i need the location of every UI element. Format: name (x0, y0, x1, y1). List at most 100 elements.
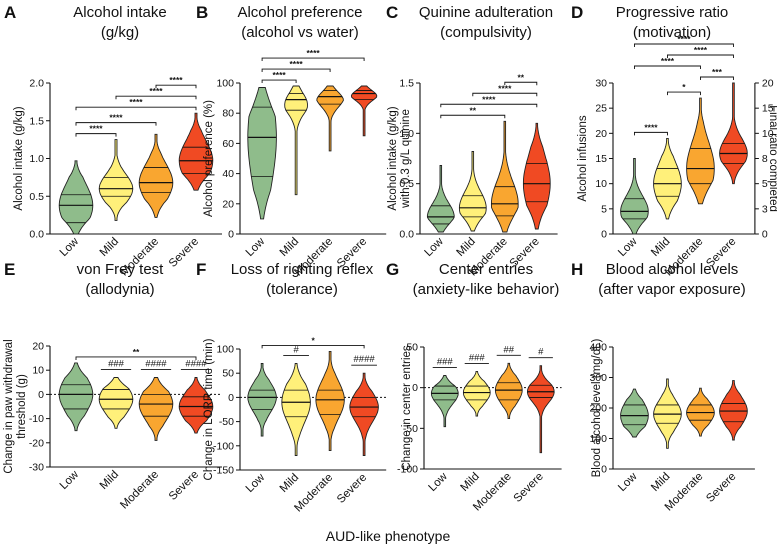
y-tick-label: 20 (595, 128, 607, 140)
panel-letter: C (386, 3, 398, 22)
significance-label: **** (482, 94, 496, 104)
y-tick-label: 0 (601, 229, 607, 241)
significance-bracket (667, 91, 701, 96)
violin-severe (349, 372, 379, 456)
hash-marker-label: # (538, 347, 544, 358)
significance-label: **** (169, 75, 183, 85)
y-right-tick-label: 8 (762, 153, 768, 165)
violin-moderate (494, 362, 523, 420)
violin-severe (178, 377, 214, 434)
y-tick-label: 50 (222, 368, 234, 380)
y-axis-label-line2: with 0.3 g/L quinine (400, 109, 412, 209)
significance-label: **** (272, 70, 286, 80)
y-axis-label: Change in LORR time (min) (203, 338, 215, 480)
y-axis-right-label: Final ratio completed (767, 105, 777, 212)
violin-severe (719, 380, 748, 441)
x-tick-label-low: Low (427, 470, 451, 494)
hash-marker-label: #### (145, 358, 167, 369)
significance-bracket (634, 43, 734, 47)
x-tick-label-severe: Severe (704, 471, 738, 505)
violin-low (430, 375, 459, 428)
significance-label: **** (644, 122, 658, 132)
y-tick-label: -50 (219, 416, 234, 428)
x-tick-label-low: Low (244, 235, 268, 259)
violin-low (620, 388, 649, 438)
panel-subtitle: (g/kg) (101, 24, 139, 41)
y-tick-label: 15 (595, 153, 607, 165)
significance-label: * (311, 335, 315, 345)
panel-a: A Alcohol intake (g/kg) 0.0 0.5 1.0 1.5 2.0 Alco… (4, 3, 222, 278)
significance-label: **** (306, 48, 320, 58)
significance-label: **** (109, 113, 123, 123)
x-tick-label-low: Low (616, 470, 640, 494)
violin-moderate (138, 133, 174, 218)
x-tick-label-mild: Mild (278, 472, 301, 495)
y-right-tick-label: 5 (762, 178, 768, 190)
significance-label: **** (498, 83, 512, 93)
violin-mild (98, 139, 134, 221)
x-tick-label-mild: Mild (649, 236, 672, 259)
y-axis-label: Blood alcohol level (mg/dL) (591, 338, 603, 477)
x-tick-label-low: Low (58, 235, 82, 259)
violin-moderate (490, 120, 519, 233)
significance-bracket (504, 81, 538, 86)
y-tick-label: 40 (222, 168, 234, 180)
x-tick-label-low: Low (423, 235, 447, 259)
panel-f: F Loss of righting reflex (tolerance) -150 -… (196, 260, 387, 514)
panel-subtitle: (alcohol vs water) (241, 24, 359, 41)
x-tick-label-severe: Severe (512, 471, 546, 505)
y-tick-label: 10 (595, 178, 607, 190)
significance-bracket (75, 133, 117, 137)
violin-mild (281, 363, 311, 456)
y-tick-label: 100 (216, 78, 234, 90)
y-right-tick-label: 0 (762, 229, 768, 241)
y-right-tick-label: 15 (762, 103, 774, 115)
y-tick-label: 0.0 (399, 229, 414, 241)
panel-letter: D (571, 3, 583, 22)
panel-letter: B (196, 3, 208, 22)
violin-mild (284, 85, 308, 196)
significance-bracket (261, 57, 365, 62)
y-axis-label: Alcohol infusions (577, 115, 589, 202)
significance-bracket (115, 95, 197, 100)
y-tick-label: -100 (397, 464, 418, 476)
x-tick-label-mild: Mild (278, 236, 301, 259)
panel-title: Center entries (439, 261, 533, 278)
y-tick-label: 1.5 (29, 115, 44, 127)
violin-mild (98, 377, 134, 429)
panel-g: G Center entries (anxiety-like behavior) -1… (386, 260, 562, 513)
violin-moderate (138, 377, 174, 441)
panel-subtitle: (anxiety-like behavior) (413, 281, 560, 298)
violin-severe (178, 112, 214, 191)
panel-title: von Frey test (77, 261, 165, 278)
significance-bracket (261, 79, 297, 84)
y-tick-label: -50 (403, 423, 418, 435)
x-tick-label-mild: Mild (98, 469, 121, 492)
panel-d: D Progressive ratio (motivation) 0 5 10 15 20 25… (571, 3, 777, 278)
y-axis-label-line2: threshold (g) (16, 374, 28, 439)
significance-label: ** (133, 347, 140, 357)
y-tick-label: 0 (228, 392, 234, 404)
hash-marker-label: ## (504, 344, 515, 355)
panel-title: Loss of righting reflex (231, 261, 374, 278)
panel-title: Blood alcohol levels (606, 261, 739, 278)
hash-marker-label: #### (354, 354, 376, 365)
y-axis-label: Alcohol intake (g/kg) (13, 106, 25, 210)
significance-label: **** (129, 97, 143, 107)
significance-label: **** (677, 34, 691, 44)
violin-moderate (316, 85, 344, 152)
violin-mild (653, 137, 682, 220)
violin-mild (462, 370, 491, 417)
significance-label: * (682, 82, 686, 92)
y-tick-label: 100 (216, 344, 234, 356)
violin-moderate (315, 350, 345, 452)
x-tick-label-severe: Severe (167, 469, 201, 503)
y-tick-label: 60 (222, 138, 234, 150)
y-tick-label: 100 (589, 433, 607, 445)
significance-label: **** (694, 45, 708, 55)
significance-label: **** (149, 86, 163, 96)
y-tick-label: 0.0 (29, 229, 44, 241)
panel-letter: G (386, 260, 399, 279)
violin-moderate (686, 97, 715, 205)
